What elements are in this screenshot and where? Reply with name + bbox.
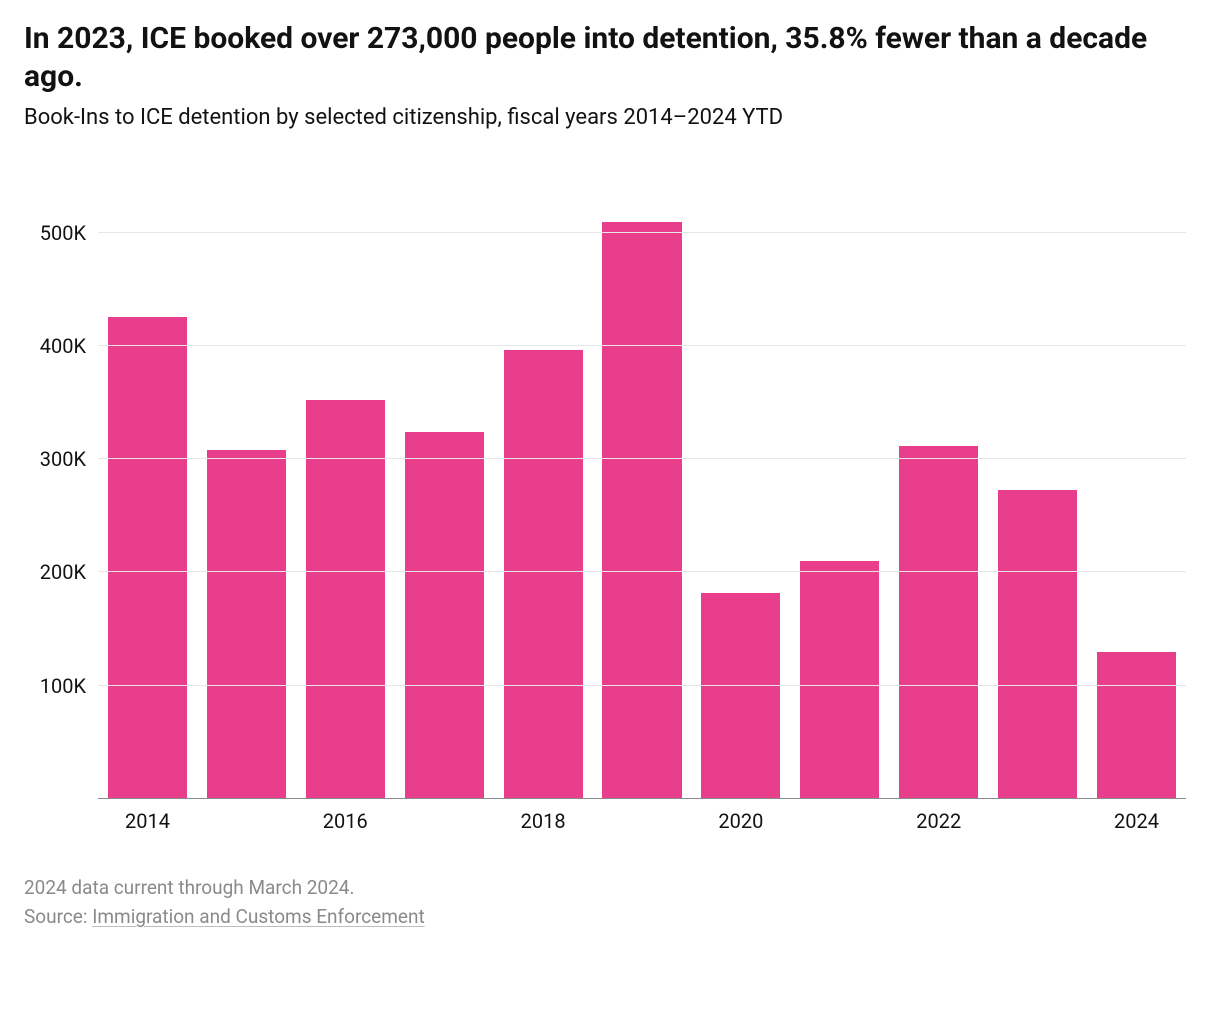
chart-container: In 2023, ICE booked over 273,000 people … (0, 0, 1220, 956)
x-axis-labels: 2014 2016 2018 2020 2022 2024 (98, 799, 1186, 839)
x-axis-label: 2020 (718, 809, 763, 833)
y-axis-label: 300K (40, 447, 86, 471)
bars-group (98, 179, 1186, 799)
gridline (98, 232, 1186, 233)
chart-title: In 2023, ICE booked over 273,000 people … (24, 20, 1196, 95)
bar (207, 450, 286, 798)
bar (800, 561, 879, 799)
bar (998, 490, 1077, 799)
source-link[interactable]: Immigration and Customs Enforcement (92, 905, 424, 928)
footer-note: 2024 data current through March 2024. (24, 873, 1196, 902)
x-axis-label: 2024 (1114, 809, 1159, 833)
gridline (98, 458, 1186, 459)
y-axis-label: 200K (40, 560, 86, 584)
chart-subtitle: Book-Ins to ICE detention by selected ci… (24, 103, 1196, 133)
gridline (98, 571, 1186, 572)
gridline (98, 345, 1186, 346)
y-axis-label: 400K (40, 334, 86, 358)
bar (1097, 652, 1176, 799)
x-axis-label: 2016 (323, 809, 368, 833)
source-label: Source: (24, 905, 92, 928)
chart-area: 100K200K300K400K500K 2014201620182020202… (24, 179, 1196, 839)
bar (108, 317, 187, 799)
x-axis-label: 2022 (916, 809, 961, 833)
footer-source: Source: Immigration and Customs Enforcem… (24, 902, 1196, 931)
y-axis-label: 500K (40, 221, 86, 245)
bar (899, 446, 978, 799)
bar (504, 350, 583, 799)
bar (602, 222, 681, 799)
x-axis-label: 2014 (125, 809, 170, 833)
plot-area: 100K200K300K400K500K (98, 179, 1186, 799)
bar (701, 593, 780, 799)
y-axis-label: 100K (40, 674, 86, 698)
x-axis-label: 2018 (521, 809, 566, 833)
bar (405, 432, 484, 799)
chart-footer: 2024 data current through March 2024. So… (24, 873, 1196, 932)
bar (306, 400, 385, 798)
gridline (98, 685, 1186, 686)
